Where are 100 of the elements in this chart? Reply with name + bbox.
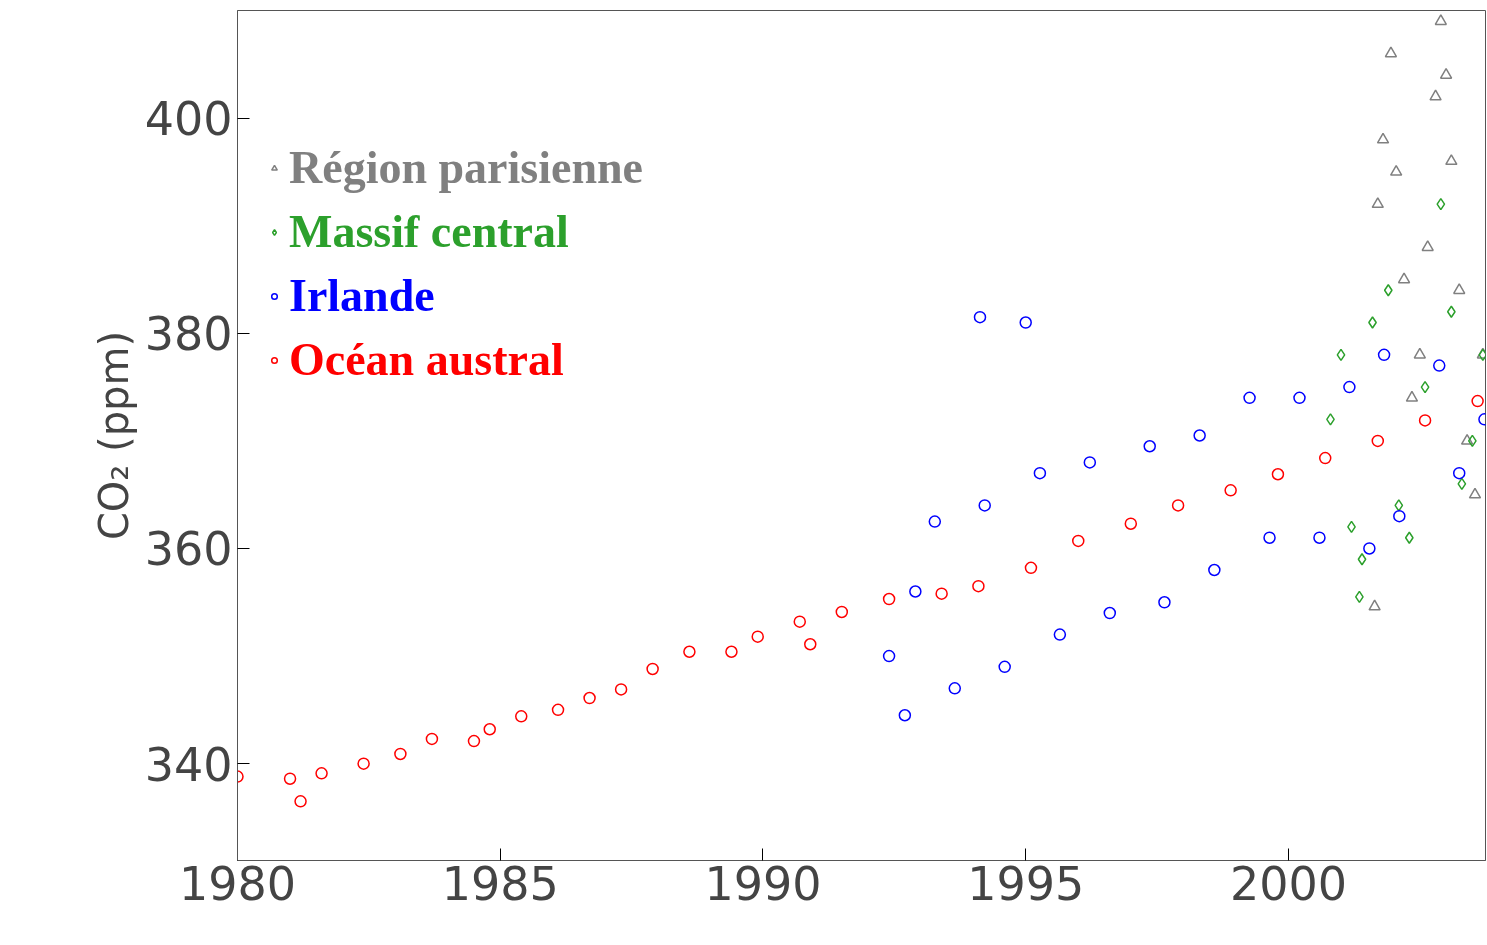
point [1452, 466, 1466, 480]
point [804, 638, 817, 651]
point [898, 709, 912, 722]
point [583, 691, 596, 705]
y-tick-label: 340 [144, 737, 233, 792]
legend-label: Irlande [289, 269, 435, 322]
point [357, 757, 370, 770]
point [1383, 284, 1393, 297]
point [1103, 606, 1117, 620]
point [467, 734, 481, 748]
point [1420, 380, 1430, 394]
point [515, 710, 528, 723]
point [935, 587, 948, 600]
point [1072, 534, 1085, 548]
point [1394, 499, 1404, 512]
point [1393, 509, 1406, 523]
point [1208, 563, 1221, 577]
point [1171, 499, 1185, 512]
point [1318, 451, 1332, 465]
point [1434, 14, 1448, 26]
point [882, 649, 896, 663]
legend-label: Océan austral [289, 333, 564, 386]
point [1446, 305, 1456, 319]
point [1384, 46, 1398, 58]
point [948, 682, 962, 695]
point [646, 662, 659, 676]
point [882, 592, 896, 606]
point [1371, 434, 1385, 448]
point [1389, 164, 1403, 176]
point [1158, 596, 1171, 609]
point [614, 683, 628, 696]
point [394, 747, 407, 761]
point [1033, 466, 1047, 480]
point [1354, 590, 1364, 604]
x-tick-label: 1995 [967, 856, 1085, 911]
point [1404, 531, 1414, 544]
point [725, 645, 738, 658]
point [972, 579, 985, 593]
point [283, 772, 297, 785]
point [1460, 433, 1474, 445]
y-tick-label: 380 [144, 307, 233, 362]
point [1371, 197, 1385, 209]
point [1313, 531, 1326, 544]
point [425, 732, 439, 746]
legend-label: Région parisienne [289, 141, 643, 194]
point [973, 310, 987, 324]
x-tick-label: 1980 [178, 856, 297, 911]
point [1433, 359, 1446, 372]
point [1457, 477, 1467, 491]
point [928, 515, 942, 528]
point [483, 723, 496, 736]
y-axis-title: CO₂ (ppm) [90, 330, 137, 541]
point [1468, 487, 1482, 499]
point [1293, 391, 1306, 405]
point [1377, 348, 1391, 362]
point [1271, 468, 1285, 481]
point [1357, 552, 1367, 566]
point [294, 795, 307, 808]
point [1376, 132, 1390, 144]
x-tick-label: 2000 [1229, 856, 1347, 911]
point [1193, 429, 1206, 442]
point [1368, 599, 1381, 611]
point [835, 605, 849, 619]
point [1024, 561, 1038, 575]
point [1397, 272, 1411, 284]
point [751, 630, 764, 643]
point [551, 703, 565, 717]
point [1467, 434, 1477, 448]
point [1418, 414, 1432, 427]
point [1053, 628, 1067, 641]
point [1413, 347, 1427, 359]
point [1429, 89, 1442, 101]
point [1083, 456, 1097, 469]
point [1421, 240, 1434, 252]
point [1439, 67, 1453, 79]
y-tick-label: 400 [144, 92, 233, 147]
point [315, 767, 328, 780]
point [683, 645, 696, 658]
legend-label: Massif central [289, 205, 569, 258]
point [978, 499, 991, 512]
x-tick-label: 1990 [704, 856, 822, 911]
point [1452, 283, 1466, 295]
x-tick-label: 1985 [441, 856, 559, 911]
point [793, 615, 807, 628]
y-tick-label: 360 [144, 522, 233, 577]
point [1143, 440, 1156, 453]
point [1263, 531, 1276, 544]
point [1405, 390, 1419, 402]
point [909, 585, 922, 598]
point [1471, 394, 1484, 408]
point [998, 660, 1011, 674]
point [1336, 348, 1346, 362]
point [1436, 197, 1446, 211]
point [1019, 316, 1032, 329]
point [1343, 380, 1356, 394]
point [1243, 391, 1256, 405]
point [1124, 517, 1138, 530]
point [1224, 484, 1237, 497]
point [1363, 542, 1376, 555]
point [1445, 154, 1458, 166]
